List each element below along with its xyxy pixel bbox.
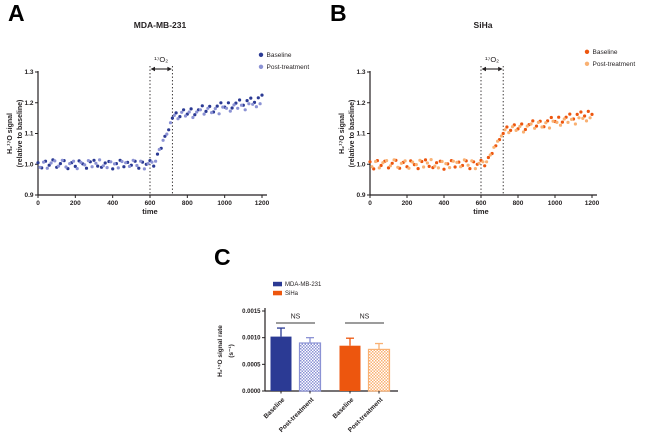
panel-a-xlabel: time [142, 207, 157, 216]
legend-label: MDA-MB-231 [285, 282, 322, 288]
legend-marker-icon [258, 52, 264, 57]
legend-label: Post-treatment [267, 64, 310, 71]
x-tick-label: 600 [145, 200, 156, 207]
x-tick-label: 800 [182, 200, 193, 207]
panel-c-chart: 0.0000 0.0005 0.0010 0.0015 H₂¹⁷O signal rat… [217, 281, 398, 434]
panel-b-letter: B [330, 0, 347, 26]
legend-swatch-icon [273, 281, 282, 287]
x-tick-label: 400 [107, 200, 118, 207]
panel-a-chart: 0 200 400 600 800 1000 1200 0.9 1.0 1.1 1.2 1.3 MDA-… [7, 20, 309, 216]
panel-a-ylabel-line: (relative to baseline) [17, 100, 24, 168]
panel-b-ylabel-line: H₂¹⁷O signal [339, 113, 346, 154]
y-tick-label: 1.1 [356, 131, 365, 138]
y-tick-label: 1.0 [24, 161, 33, 168]
panel-c-letter: C [214, 244, 231, 270]
y-tick-label: 0.0000 [242, 389, 261, 395]
panel-b-ylabel-line: (relative to baseline) [349, 100, 356, 168]
legend-label: Baseline [267, 52, 292, 59]
y-tick-label: 0.0010 [242, 336, 261, 342]
x-tick-label: 1000 [548, 200, 563, 207]
panel-a-ylabel-line: H₂¹⁷O signal [7, 113, 14, 154]
x-tick-label: 600 [476, 200, 487, 207]
panel-a-title: MDA-MB-231 [134, 20, 187, 30]
bar-MDA-MB-231-Post-treatment [298, 342, 322, 392]
panel-a-letter: A [8, 0, 25, 26]
panel-a-gas-label: ¹⁷O₂ [154, 55, 168, 64]
legend-marker-icon [584, 49, 590, 54]
arrowhead-right-icon [167, 66, 172, 72]
y-tick-label: 1.2 [356, 100, 365, 107]
x-tick-label: 0 [36, 200, 40, 207]
x-tick-label: 1200 [585, 200, 600, 207]
arrowhead-left-icon [481, 66, 486, 72]
bar-category-label: Baseline [263, 396, 287, 420]
y-tick-label: 1.2 [24, 100, 33, 107]
y-tick-label: 0.9 [24, 192, 33, 199]
panel-a-series-post-treatment [38, 102, 262, 171]
y-tick-label: 0.9 [356, 192, 365, 199]
y-tick-label: 0.0015 [242, 309, 261, 315]
legend-label: Post-treatment [593, 61, 636, 68]
panel-b-gas-label: ¹⁷O₂ [485, 55, 499, 64]
x-tick-label: 1200 [255, 200, 270, 207]
x-tick-label: 400 [439, 200, 450, 207]
x-tick-label: 0 [368, 200, 372, 207]
bar-MDA-MB-231-Baseline [270, 336, 292, 391]
panel-b-series-post-treatment [370, 116, 592, 171]
panel-c-ylabel-line: H₂¹⁷O signal rate [217, 325, 224, 377]
y-tick-label: 0.0005 [242, 362, 261, 368]
bar-category-label: Baseline [332, 396, 356, 420]
y-tick-label: 1.3 [24, 69, 33, 76]
panel-b-chart: 0 200 400 600 800 1000 1200 0.9 1.0 1.1 1.2 1.3 SiHa… [339, 20, 635, 216]
legend-marker-icon [258, 64, 264, 70]
x-tick-label: 200 [402, 200, 413, 207]
arrowhead-left-icon [150, 66, 155, 72]
arrowhead-right-icon [498, 66, 503, 72]
legend-label: SiHa [285, 291, 299, 297]
y-tick-label: 1.0 [356, 161, 365, 168]
legend-swatch-icon [273, 290, 282, 296]
legend-label: Baseline [593, 49, 618, 56]
y-tick-label: 1.3 [356, 69, 365, 76]
x-tick-label: 800 [513, 200, 524, 207]
ns-label: NS [291, 314, 301, 321]
x-tick-label: 1000 [217, 200, 232, 207]
bar-SiHa-Post-treatment [367, 348, 391, 392]
bar-SiHa-Baseline [339, 345, 361, 391]
panel-b-xlabel: time [473, 207, 488, 216]
panel-b-title: SiHa [474, 20, 493, 30]
x-tick-label: 200 [70, 200, 81, 207]
ns-label: NS [360, 314, 370, 321]
y-tick-label: 1.1 [24, 131, 33, 138]
legend-marker-icon [584, 61, 590, 66]
panel-c-ylabel-line: (s⁻¹) [228, 344, 235, 358]
